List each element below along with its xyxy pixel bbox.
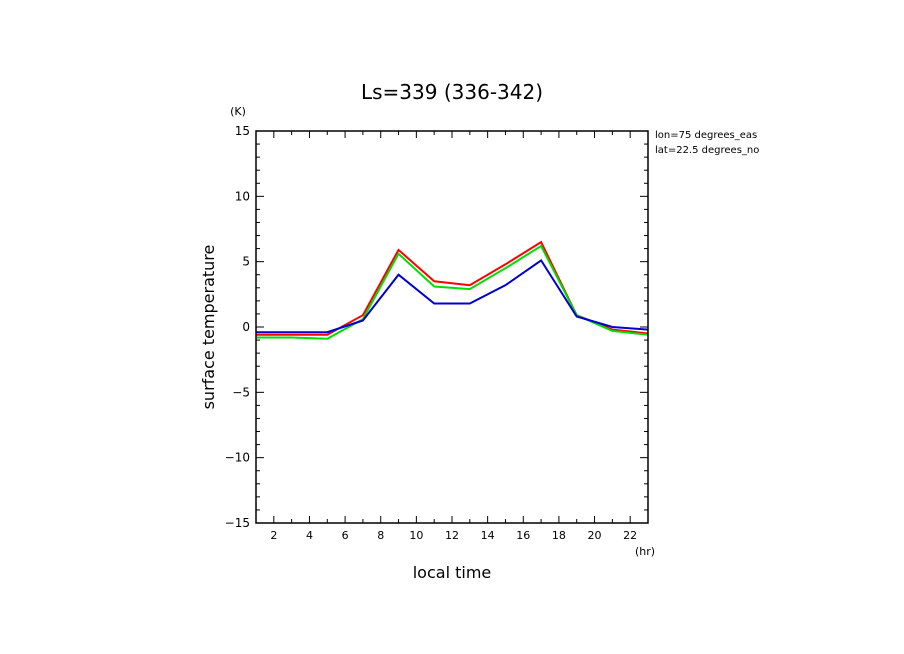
x-tick-label: 8: [377, 529, 384, 542]
x-tick-label: 20: [588, 529, 602, 542]
y-tick-label: 5: [242, 255, 250, 269]
x-tick-label: 22: [623, 529, 637, 542]
chart-title: Ls=339 (336-342): [361, 80, 543, 104]
y-tick-label: −5: [232, 385, 250, 399]
series-line-3: [256, 258, 649, 334]
annotation-lon: lon=75 degrees_eas: [655, 130, 757, 141]
x-tick-label: 18: [552, 529, 566, 542]
y-tick-label: 10: [235, 189, 250, 203]
plot-frame: [255, 130, 649, 524]
annotation-lat: lat=22.5 degrees_no: [655, 145, 759, 156]
x-axis-label: local time: [413, 563, 492, 582]
x-tick-label: 2: [270, 529, 277, 542]
series-line-2: [256, 244, 649, 340]
x-tick-label: 16: [516, 529, 530, 542]
y-unit-label: (K): [230, 105, 246, 118]
x-unit-label: (hr): [635, 545, 655, 558]
x-tick-label: 4: [306, 529, 313, 542]
y-tick-label: −15: [225, 516, 250, 530]
x-tick-label: 6: [342, 529, 349, 542]
x-tick-label: 10: [409, 529, 423, 542]
series-lines: [256, 240, 649, 340]
y-axis-label: surface temperature: [199, 245, 218, 410]
y-tick-label: 0: [242, 320, 250, 334]
y-tick-label: 15: [235, 124, 250, 138]
y-tick-label: −10: [225, 451, 250, 465]
x-tick-label: 14: [481, 529, 495, 542]
x-tick-label: 12: [445, 529, 459, 542]
